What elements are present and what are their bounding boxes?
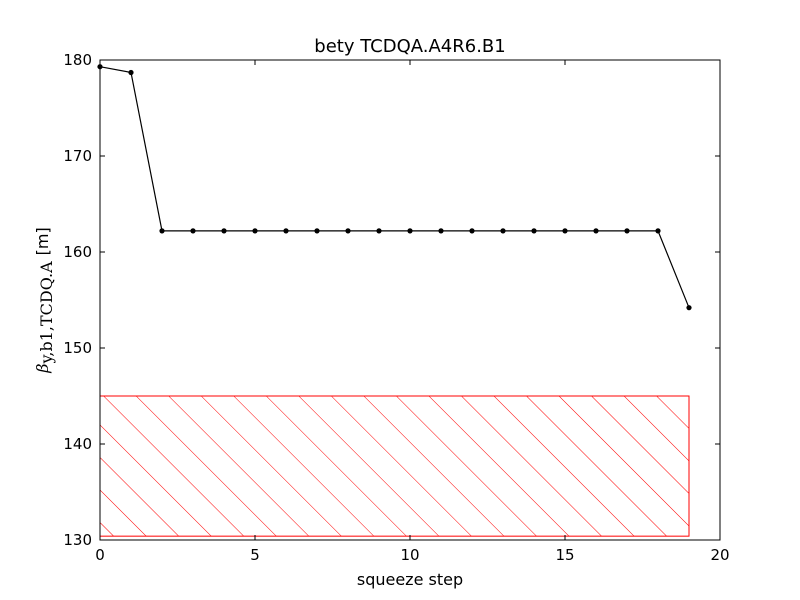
y-tick-label: 150 [63,339,92,357]
data-point [655,228,661,234]
data-point [531,228,537,234]
series-layer [97,64,692,311]
data-point [562,228,568,234]
data-point [686,305,692,311]
y-tick-label: 170 [63,147,92,165]
shaded-region-layer [99,395,690,537]
chart-title: bety TCDQA.A4R6.B1 [314,36,505,57]
y-axis-label-unit: [m] [33,227,52,255]
data-point [500,228,506,234]
data-point [438,228,444,234]
data-point [376,228,382,234]
x-axis-label: squeeze step [357,570,463,589]
hatched-region [99,395,690,537]
data-point [593,228,599,234]
x-tick-label: 0 [95,546,105,564]
data-point [407,228,413,234]
y-axis-label-symbol: β [33,364,52,374]
y-axis-label: βy,b1,TCDQ.A [m] [33,227,56,374]
data-point [190,228,196,234]
y-tick-label: 180 [63,51,92,69]
x-tick-label: 20 [710,546,729,564]
data-point [283,228,289,234]
y-tick-label: 160 [63,243,92,261]
y-tick-label: 140 [63,435,92,453]
y-axis-label-subscript: y,b1,TCDQ.A [37,261,56,365]
data-point [159,228,165,234]
data-point [128,69,134,76]
data-point [469,228,475,234]
series-line [99,66,690,308]
x-tick-label: 5 [250,546,260,564]
data-point [221,228,227,234]
data-point [345,228,351,234]
data-point [252,228,258,234]
x-tick-label: 10 [400,546,419,564]
y-tick-label: 130 [63,531,92,549]
data-point [314,228,320,234]
x-tick-label: 15 [555,546,574,564]
data-point [624,228,630,234]
tick-layer: 0 5 10 15 20 130 140 150 160 170 180 [63,51,729,564]
